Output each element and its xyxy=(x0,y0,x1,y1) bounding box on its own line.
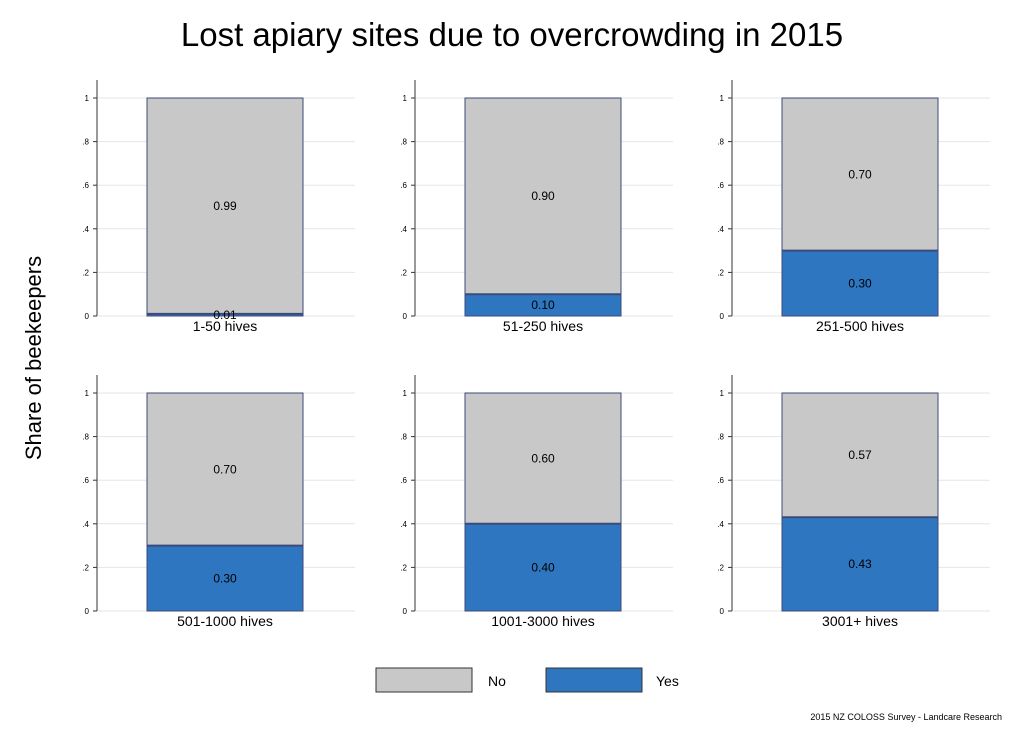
y-tick-label: .6 xyxy=(82,476,89,485)
y-tick-label: .6 xyxy=(400,476,407,485)
y-tick-label: .4 xyxy=(717,520,724,529)
panel-label: 1001-3000 hives xyxy=(491,613,595,629)
y-tick-label: .8 xyxy=(82,433,89,442)
y-tick-label: 0 xyxy=(720,607,725,616)
y-tick-label: .6 xyxy=(400,181,407,190)
bar-yes xyxy=(781,250,939,317)
y-tick-label: .2 xyxy=(717,563,724,572)
bar-no xyxy=(464,392,622,525)
bar-no xyxy=(146,392,304,547)
data-label-yes: 0.10 xyxy=(531,298,555,312)
y-tick-label: 0 xyxy=(85,312,90,321)
bar-no xyxy=(464,97,622,295)
y-tick-label: .8 xyxy=(400,433,407,442)
y-tick-label: .6 xyxy=(717,476,724,485)
y-tick-label: .4 xyxy=(82,225,89,234)
chart-title: Lost apiary sites due to overcrowding in… xyxy=(180,16,844,53)
y-tick-label: 1 xyxy=(85,389,90,398)
y-tick-label: .2 xyxy=(400,563,407,572)
y-tick-label: 0 xyxy=(85,607,90,616)
y-tick-label: 1 xyxy=(720,94,725,103)
data-label-no: 0.70 xyxy=(848,167,872,181)
y-tick-label: .6 xyxy=(717,181,724,190)
y-tick-label: .6 xyxy=(82,181,89,190)
y-tick-label: 1 xyxy=(720,389,725,398)
bar-no xyxy=(781,392,939,518)
bar-yes xyxy=(146,545,304,612)
y-tick-label: .8 xyxy=(82,138,89,147)
y-tick-label: .4 xyxy=(717,225,724,234)
legend-label: No xyxy=(488,673,506,689)
y-tick-label: .4 xyxy=(82,520,89,529)
y-tick-label: .2 xyxy=(717,268,724,277)
y-tick-label: .8 xyxy=(717,138,724,147)
y-tick-label: 0 xyxy=(403,607,408,616)
bar-yes xyxy=(781,516,939,612)
legend-swatch xyxy=(375,667,473,693)
y-tick-label: .4 xyxy=(400,225,407,234)
footer-credit: 2015 NZ COLOSS Survey - Landcare Researc… xyxy=(810,712,1002,722)
y-tick-label: .8 xyxy=(717,433,724,442)
bar-no xyxy=(781,97,939,252)
data-label-no: 0.57 xyxy=(848,448,872,462)
panel-label: 501-1000 hives xyxy=(177,613,273,629)
y-tick-label: .4 xyxy=(400,520,407,529)
y-tick-label: 1 xyxy=(403,389,408,398)
data-label-no: 0.60 xyxy=(531,451,555,465)
y-tick-label: 0 xyxy=(403,312,408,321)
y-tick-label: 1 xyxy=(403,94,408,103)
y-tick-label: .2 xyxy=(400,268,407,277)
data-label-yes: 0.40 xyxy=(531,560,555,574)
legend-label: Yes xyxy=(656,673,679,689)
data-label-yes: 0.43 xyxy=(848,557,872,571)
data-label-yes: 0.30 xyxy=(848,276,872,290)
y-tick-label: .2 xyxy=(82,563,89,572)
bar-yes xyxy=(464,523,622,612)
y-tick-label: .8 xyxy=(400,138,407,147)
data-label-no: 0.70 xyxy=(213,462,237,476)
bar-no xyxy=(146,97,304,315)
data-label-yes: 0.01 xyxy=(213,308,237,322)
data-label-no: 0.90 xyxy=(531,189,555,203)
y-tick-label: .2 xyxy=(82,268,89,277)
data-label-no: 0.99 xyxy=(213,199,237,213)
y-tick-label: 1 xyxy=(85,94,90,103)
y-tick-label: 0 xyxy=(720,312,725,321)
panel-label: 1-50 hives xyxy=(193,318,258,334)
panel-label: 51-250 hives xyxy=(503,318,583,334)
panel-label: 251-500 hives xyxy=(816,318,904,334)
legend-swatch xyxy=(545,667,643,693)
data-label-yes: 0.30 xyxy=(213,571,237,585)
panel-label: 3001+ hives xyxy=(822,613,898,629)
